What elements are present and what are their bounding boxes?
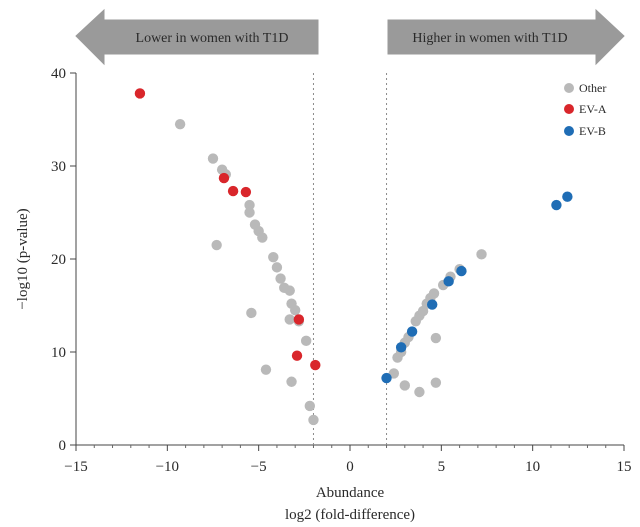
data-point-other	[304, 400, 316, 412]
data-point-ev-a	[291, 350, 303, 361]
x-tick-label: 15	[617, 459, 632, 475]
x-tick-label: 10	[525, 459, 540, 475]
arrow-right-shape	[387, 8, 625, 66]
legend-label-ev-a: EV-A	[579, 102, 607, 116]
y-tick-label: 20	[51, 252, 66, 268]
legend-marker-other	[564, 83, 574, 93]
data-point-other	[246, 307, 257, 319]
arrow-right-label: Higher in women with T1D	[412, 31, 567, 46]
x-tick-label: −5	[251, 459, 267, 475]
legend-label-other: Other	[579, 81, 606, 95]
threshold-lines	[312, 73, 388, 445]
y-tick-label: 10	[51, 345, 66, 361]
data-point-other	[268, 251, 279, 263]
data-point-ev-b	[551, 199, 562, 211]
data-point-ev-a	[293, 314, 305, 325]
data-point-other	[300, 335, 312, 347]
axis-ticks: −15 −10 −5 0 5 10 15 0 10 20 30 40	[51, 66, 632, 475]
x-axis-label: Abundance	[316, 485, 385, 501]
plot-area: −15 −10 −5 0 5 10 15 0 10 20 30 40	[51, 66, 632, 475]
legend-label-ev-b: EV-B	[579, 124, 606, 138]
data-point-ev-b	[381, 372, 392, 384]
data-point-ev-a	[240, 186, 252, 198]
data-point-ev-b	[443, 276, 454, 287]
data-point-ev-b	[456, 265, 467, 277]
x-tick-label: 0	[346, 459, 354, 475]
arrow-left-label: Lower in women with T1D	[136, 31, 289, 46]
data-point-other	[211, 239, 222, 251]
x-axis-sublabel: log2 (fold-difference)	[285, 507, 415, 523]
arrow-left-shape	[75, 8, 319, 66]
data-point-ev-b	[427, 299, 438, 310]
data-point-other	[244, 199, 255, 211]
data-point-ev-b	[395, 342, 407, 353]
data-point-other	[308, 414, 319, 426]
arrow-left: Lower in women with T1D	[75, 8, 319, 66]
data-point-other	[284, 285, 295, 296]
data-point-ev-a	[310, 359, 321, 371]
y-tick-label: 40	[51, 66, 66, 82]
data-point-ev-b	[406, 326, 418, 337]
legend-marker-ev-a	[564, 104, 574, 114]
data-point-other	[275, 273, 286, 284]
data-point-other	[476, 249, 487, 260]
x-tick-label: −10	[156, 459, 179, 475]
data-point-other	[257, 232, 268, 243]
y-axis-label: −log10 (p-value)	[15, 208, 31, 309]
data-point-ev-b	[562, 191, 573, 202]
data-point-other	[271, 262, 283, 273]
data-point-ev-a	[227, 185, 239, 197]
data-point-ev-a	[218, 172, 230, 184]
data-point-other	[174, 118, 186, 130]
data-point-other	[290, 304, 301, 316]
data-point-other	[207, 153, 219, 164]
arrow-right: Higher in women with T1D	[387, 8, 625, 66]
data-point-other	[260, 364, 272, 375]
data-point-other	[284, 314, 295, 325]
data-point-other	[428, 288, 440, 299]
data-point-ev-a	[134, 88, 146, 99]
data-point-other	[430, 377, 442, 388]
x-tick-label: 5	[438, 459, 446, 475]
data-point-other	[430, 332, 442, 344]
legend: Other EV-A EV-B	[564, 81, 607, 138]
data-point-other	[414, 386, 425, 398]
data-point-other	[286, 376, 297, 387]
data-point-other	[244, 207, 255, 218]
y-tick-label: 30	[51, 159, 66, 175]
data-point-other	[399, 380, 410, 391]
legend-marker-ev-b	[564, 126, 574, 136]
y-tick-label: 0	[59, 438, 67, 454]
x-tick-label: −15	[64, 459, 87, 475]
data-points	[134, 88, 573, 426]
